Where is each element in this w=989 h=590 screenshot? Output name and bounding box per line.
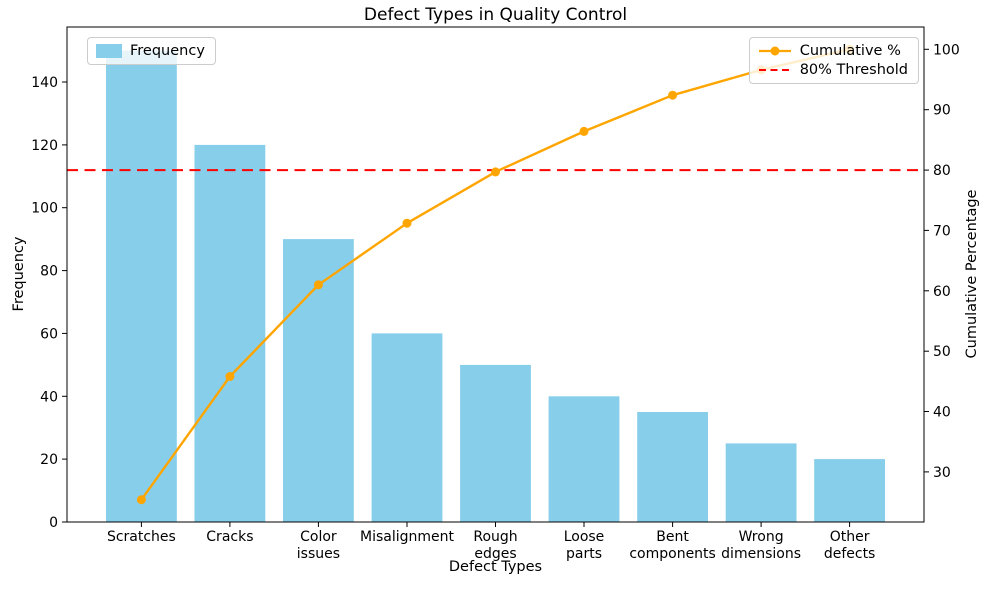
left-tick-label-120: 120 [31, 138, 58, 154]
legend-threshold-row: 80% Threshold [758, 62, 908, 78]
bar-cracks [194, 144, 266, 522]
right-y-axis-label: Cumulative Percentage [964, 189, 980, 359]
bar-scratches [106, 50, 177, 522]
legend-cumulative-label: Cumulative % [799, 43, 901, 59]
right-tick-label-80: 80 [933, 163, 951, 179]
left-tick-label-140: 140 [31, 75, 58, 91]
x-tick-label-rough-edges: Rough edges [473, 529, 517, 562]
cumulative-point-bent-components [668, 90, 678, 100]
bar-rough-edges [460, 364, 531, 522]
right-tick-label-30: 30 [933, 465, 951, 481]
cumulative-point-rough-edges [491, 167, 500, 177]
legend-cumulative-row: Cumulative % [758, 43, 908, 59]
chart-title: Defect Types in Quality Control [363, 5, 628, 25]
left-tick-label-100: 100 [31, 201, 58, 217]
right-tick-label-50: 50 [933, 344, 951, 360]
cumulative-point-loose-parts [579, 126, 589, 136]
cumulative-line-marker-icon [758, 46, 791, 56]
x-tick-label-wrong-dimensions: Wrong dimensions [721, 529, 801, 562]
threshold-line-marker-icon [758, 69, 791, 71]
x-tick-label-cracks: Cracks [206, 529, 253, 545]
cumulative-point-misalignment [402, 218, 412, 228]
x-tick-label-bent-components: Bent components [629, 529, 716, 562]
right-tick-label-90: 90 [933, 103, 951, 119]
right-tick-label-40: 40 [933, 405, 951, 421]
bar-loose-parts [548, 396, 620, 522]
x-axis-label: Defect Types [448, 559, 543, 575]
cumulative-point-cracks [225, 372, 235, 381]
legend-cumulative: Cumulative % 80% Threshold [748, 37, 919, 84]
x-tick-label-loose-parts: Loose parts [564, 529, 605, 562]
bar-misalignment [371, 333, 443, 522]
left-tick-label-0: 0 [49, 515, 58, 531]
x-tick-label-color-issues: Color issues [297, 529, 340, 562]
left-tick-label-20: 20 [40, 452, 58, 468]
left-tick-label-60: 60 [40, 326, 58, 342]
left-tick-label-80: 80 [40, 264, 58, 280]
x-tick-label-misalignment: Misalignment [360, 529, 455, 545]
bar-wrong-dimensions [725, 443, 797, 522]
legend-frequency: Frequency [87, 37, 216, 65]
left-tick-label-40: 40 [40, 389, 58, 405]
right-tick-label-70: 70 [933, 223, 951, 239]
cumulative-point-color-issues [313, 280, 323, 290]
left-y-axis-label: Frequency [11, 236, 27, 312]
x-tick-label-other-defects: Other defects [824, 529, 876, 562]
cumulative-point-scratches [136, 495, 146, 505]
right-tick-label-100: 100 [933, 42, 960, 58]
right-tick-label-60: 60 [933, 284, 951, 300]
x-tick-label-scratches: Scratches [107, 529, 176, 545]
legend-frequency-label: Frequency [130, 43, 205, 59]
legend-threshold-label: 80% Threshold [799, 62, 908, 78]
bar-other-defects [814, 459, 885, 522]
frequency-swatch-icon [96, 44, 122, 58]
legend-frequency-row: Frequency [96, 43, 205, 59]
bar-bent-components [637, 412, 708, 522]
